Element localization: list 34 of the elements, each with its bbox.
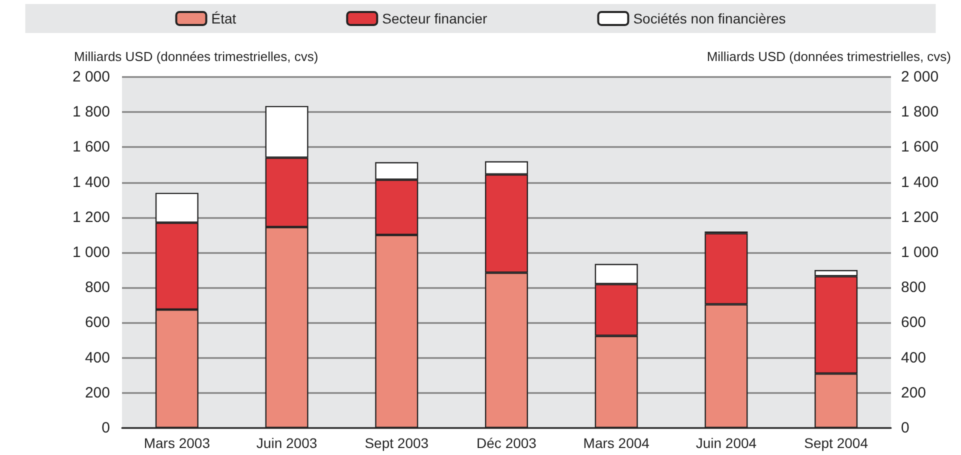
y2-tick-label: 200 [901,384,926,402]
y-tick-label: 200 [84,384,110,402]
y-tick-label: 1 000 [72,244,110,261]
y-tick-label: 2 000 [72,68,110,86]
x-tick-label: Sept 2003 [364,435,429,451]
y-tick-label: 800 [84,279,110,296]
y2-tick-label: 400 [901,349,926,366]
y2-tick-label: 0 [901,420,910,436]
y-tick-label: 0 [102,420,110,436]
y-tick-label: 1 800 [72,104,110,121]
y-axis-title: Milliards USD (données trimestrielles, cvs) [74,49,318,64]
y-tick-label: 1 200 [72,208,110,226]
y-tick-label: 1 600 [72,138,110,156]
y-tick-label: 600 [84,314,110,332]
y2-tick-label: 1 600 [901,138,939,156]
y2-tick-label: 800 [901,279,926,296]
y-tick-label: 1 400 [72,174,110,191]
x-tick-label: Mars 2003 [144,435,210,451]
y2-tick-label: 1 200 [901,208,939,226]
legend-label: État [211,10,236,26]
x-tick-label: Juin 2003 [256,435,318,451]
x-tick-label: Déc 2003 [476,435,537,451]
y2-tick-label: 1 800 [901,104,939,121]
y2-tick-label: 2 000 [901,68,939,86]
y2-axis-title: Milliards USD (données trimestrielles, cvs) [706,49,951,64]
y2-tick-label: 1 000 [901,244,939,261]
x-tick-label: Sept 2004 [804,435,868,451]
legend-label: Secteur financier [382,10,488,26]
x-tick-label: Mars 2004 [583,435,650,451]
y2-tick-label: 1 400 [901,174,939,191]
y2-tick-label: 600 [901,314,926,332]
y-tick-label: 400 [84,349,110,366]
x-tick-label: Juin 2004 [696,435,757,451]
legend-label: Sociétés non financières [633,10,786,26]
